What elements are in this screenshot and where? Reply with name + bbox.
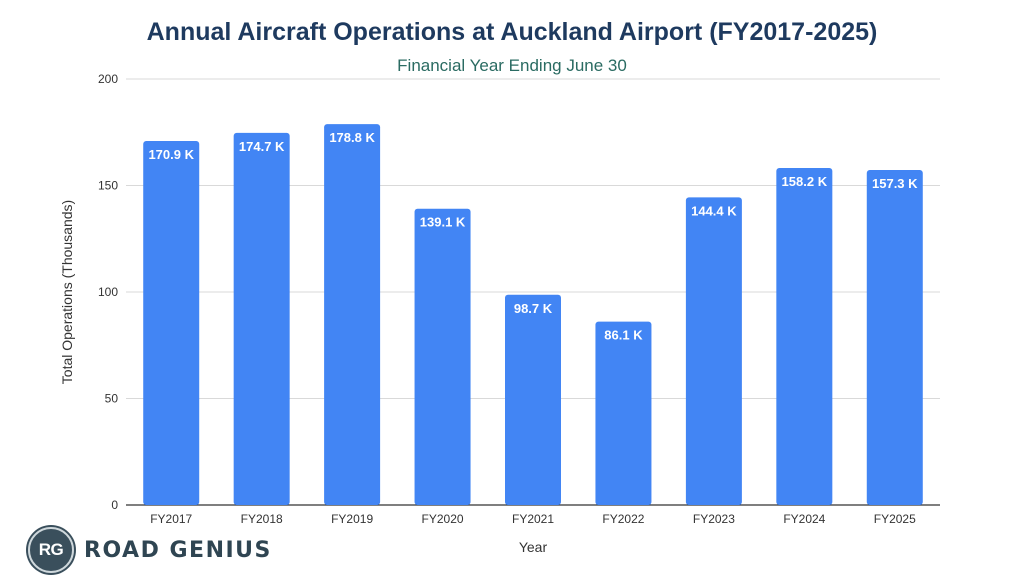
data-label: 144.4 K (691, 203, 737, 218)
bar (505, 294, 561, 505)
y-axis-title: Total Operations (Thousands) (59, 200, 75, 384)
x-tick-label: FY2025 (874, 512, 916, 526)
data-label: 98.7 K (514, 301, 553, 316)
data-label: 170.9 K (148, 147, 194, 162)
bar (776, 168, 833, 505)
data-label: 157.3 K (872, 176, 918, 191)
bar (866, 169, 923, 506)
data-label: 158.2 K (782, 174, 828, 189)
x-tick-label: FY2018 (241, 512, 283, 526)
y-tick-label: 0 (111, 498, 118, 512)
data-label: 174.7 K (239, 139, 285, 154)
y-tick-label: 100 (98, 285, 118, 299)
bar (685, 197, 742, 506)
logo-badge: RG (28, 527, 74, 573)
x-tick-label: FY2019 (331, 512, 373, 526)
bar (595, 321, 652, 505)
x-axis-title: Year (519, 539, 548, 555)
bar (143, 140, 200, 505)
chart-subtitle: Financial Year Ending June 30 (397, 56, 627, 75)
x-tick-label: FY2022 (602, 512, 644, 526)
bar (324, 124, 381, 505)
bar (233, 132, 290, 505)
y-tick-label: 200 (98, 72, 118, 86)
x-tick-label: FY2023 (693, 512, 735, 526)
bar (414, 208, 471, 506)
x-tick-label: FY2017 (150, 512, 192, 526)
logo-text: ROAD GENIUS (84, 537, 272, 563)
data-label: 139.1 K (420, 215, 466, 230)
data-label: 86.1 K (604, 328, 643, 343)
x-tick-label: FY2021 (512, 512, 554, 526)
y-tick-label: 150 (98, 179, 118, 193)
road-genius-logo: RG ROAD GENIUS (28, 527, 272, 573)
y-tick-label: 50 (105, 392, 119, 406)
chart-title: Annual Aircraft Operations at Auckland A… (146, 18, 878, 46)
x-tick-label: FY2024 (783, 512, 825, 526)
x-tick-label: FY2020 (422, 512, 464, 526)
data-label: 178.8 K (329, 130, 375, 145)
